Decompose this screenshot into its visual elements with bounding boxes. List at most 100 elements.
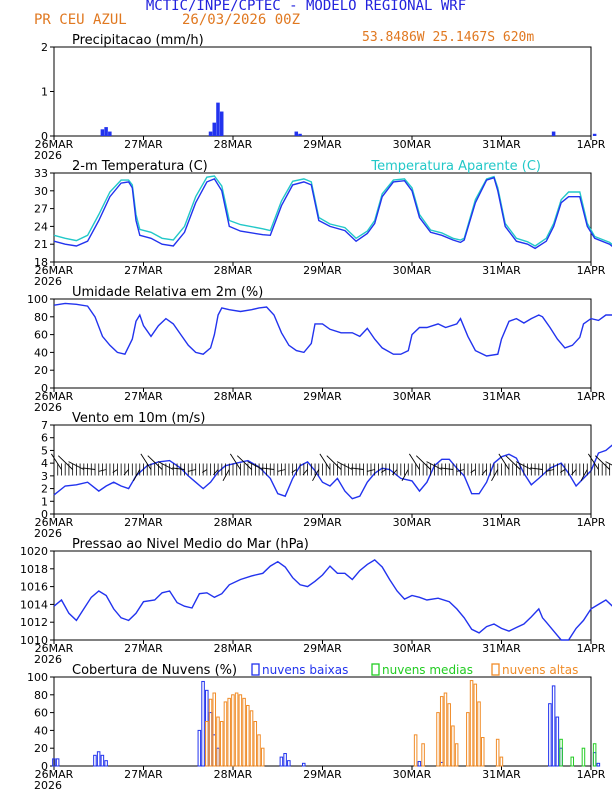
y-tick-label: 60 (34, 707, 48, 720)
y-tick-label: 30 (34, 185, 48, 198)
panel-frame (53, 676, 592, 767)
legend-swatch-2 (371, 663, 380, 676)
x-tick-label: 26MAR (35, 516, 74, 529)
cloud-bar (238, 694, 243, 767)
y-tick-label: 27 (34, 203, 48, 216)
panel-title: Umidade Relativa em 2m (%) (72, 285, 263, 300)
panel-title: 2-m Temperatura (C) (72, 159, 208, 174)
wind-barb (351, 467, 364, 470)
panel-legend: Temperatura Aparente (C) (370, 159, 541, 174)
x-tick-label: 26MAR (35, 138, 74, 151)
cloud-bar (417, 761, 422, 767)
y-tick-label: 1 (41, 86, 48, 99)
cloud-bar (421, 743, 425, 767)
cloud-bar (249, 710, 254, 767)
x-tick-label: 26MAR (35, 768, 74, 781)
series-line (53, 176, 612, 250)
y-tick-label: 60 (34, 329, 48, 342)
cloud-bar (219, 721, 224, 767)
panel-frame (53, 550, 592, 641)
wind-barb (505, 455, 521, 470)
cloud-bar (246, 704, 250, 767)
x-tick-label: 26MAR (35, 642, 74, 655)
wind-barb (277, 469, 286, 472)
y-tick-label: 100 (27, 293, 48, 306)
cloud-bar (208, 698, 213, 767)
wind-barb (401, 469, 409, 482)
y-tick-label: 0 (41, 760, 48, 773)
y-tick-label: 0 (41, 130, 48, 143)
cloud-bar (96, 751, 101, 767)
cloud-bar (447, 703, 451, 767)
cloud-bar (93, 754, 97, 767)
y-tick-label: 1014 (20, 598, 48, 611)
wind-barbs (50, 453, 612, 482)
x-tick-label: 30MAR (393, 516, 432, 529)
x-tick-label: 26MAR (35, 264, 74, 277)
precip-bar (104, 127, 108, 136)
cloud-bar (227, 697, 231, 767)
wind-barb (498, 453, 510, 470)
y-tick-label: 1010 (20, 634, 48, 647)
cloud-bar (469, 680, 474, 767)
precip-bar (100, 129, 105, 136)
x-tick-label: 1APR (577, 138, 606, 151)
wind-barb (172, 467, 185, 470)
precip-bar (592, 133, 597, 136)
x-tick-label: 29MAR (303, 138, 342, 151)
series-line (53, 302, 612, 357)
cloud-bar (499, 756, 504, 767)
wind-barb (261, 467, 275, 470)
y-tick-label: 24 (34, 220, 48, 233)
cloud-bar (234, 692, 239, 767)
x-tick-label: 26MAR (35, 390, 74, 403)
wind-barb (481, 469, 487, 476)
cloud-bar (495, 738, 500, 767)
cloud-bar (473, 683, 478, 767)
x-tick-label: 27MAR (124, 516, 163, 529)
y-tick-label: 1012 (20, 616, 48, 629)
cloud-bar (52, 758, 56, 767)
cloud-bar (301, 762, 306, 767)
cloud-bar (581, 747, 586, 767)
cloud-bar (260, 747, 265, 767)
x-tick-label: 28MAR (214, 390, 253, 403)
y-tick-label: 1 (41, 495, 48, 508)
precip-bar (108, 131, 112, 136)
wind-barb (50, 453, 62, 470)
cloud-bar (555, 716, 560, 767)
wind-barb (147, 455, 163, 470)
cloud-bar (570, 756, 575, 767)
cloud-bar (212, 692, 217, 767)
x-tick-label: 29MAR (303, 642, 342, 655)
x-tick-label: 31MAR (482, 390, 521, 403)
wind-barb (408, 453, 420, 470)
header: MCTIC/INPE/CPTEC - MODELO REGIONAL WRF P… (0, 0, 612, 45)
wind-barb (302, 469, 308, 476)
wind-barb (140, 453, 152, 470)
wind-barb (440, 467, 454, 470)
x-tick-label: 31MAR (482, 768, 521, 781)
cloud-bar (551, 685, 556, 767)
cloud-bar (439, 696, 444, 767)
y-tick-label: 20 (34, 364, 48, 377)
y-tick-label: 5 (41, 444, 48, 457)
wind-barb (123, 469, 129, 476)
wind-barb (213, 469, 219, 476)
wind-barb (319, 453, 331, 470)
panel-1: 0 1 2 26MAR 27MAR 28MAR 29MAR 30MAR 31MAR 1APR 202… (34, 33, 606, 162)
y-tick-label: 4 (41, 457, 48, 470)
cloud-bar (596, 762, 601, 767)
x-year-label: 2026 (34, 275, 62, 288)
wind-barb (312, 469, 320, 482)
wind-barb (415, 455, 431, 470)
cloud-bar (443, 692, 448, 767)
y-tick-label: 40 (34, 346, 48, 359)
cloud-bar (242, 697, 246, 767)
x-tick-label: 31MAR (482, 642, 521, 655)
cloud-bar (477, 701, 481, 767)
wind-barb (594, 455, 610, 470)
x-year-label: 2026 (34, 401, 62, 414)
x-tick-label: 30MAR (393, 264, 432, 277)
cloud-bar (451, 725, 455, 767)
